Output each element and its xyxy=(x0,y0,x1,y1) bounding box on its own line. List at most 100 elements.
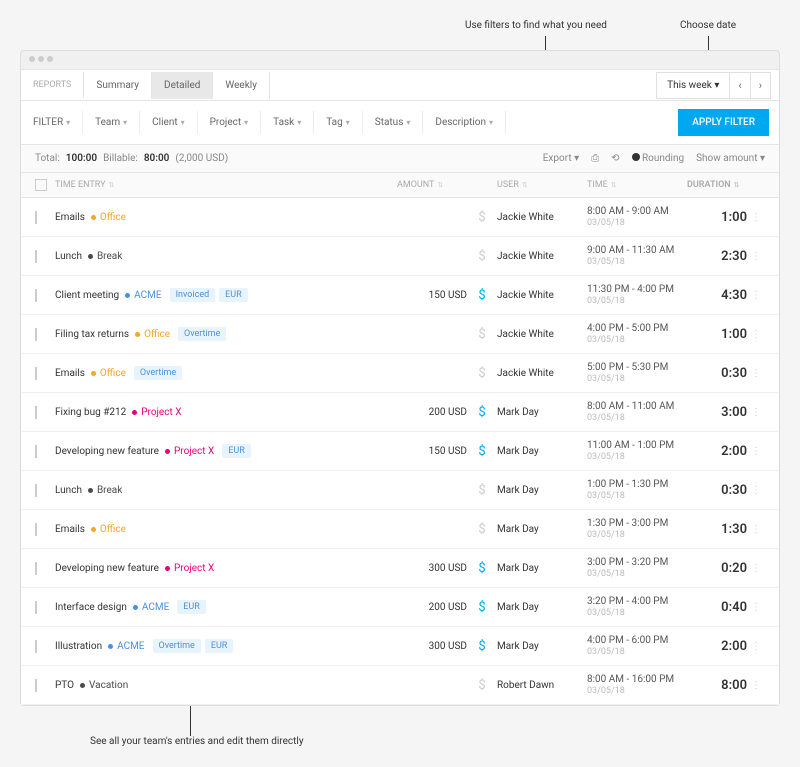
project-name[interactable]: Break xyxy=(97,485,122,496)
col-time-entry[interactable]: TIME ENTRY⇅ xyxy=(55,180,397,190)
entry-name[interactable]: Illustration xyxy=(55,641,102,652)
tab-weekly[interactable]: Weekly xyxy=(213,72,270,99)
billable-icon[interactable]: $ xyxy=(478,678,485,693)
entry-name[interactable]: Fixing bug #212 xyxy=(55,407,126,418)
entry-name[interactable]: PTO xyxy=(55,680,74,691)
project-name[interactable]: Office xyxy=(100,212,126,223)
row-menu-icon[interactable]: ⋮ xyxy=(751,212,761,223)
row-menu-icon[interactable]: ⋮ xyxy=(751,407,761,418)
badge-eur: EUR xyxy=(222,444,251,458)
billable-icon[interactable]: $ xyxy=(478,639,485,654)
row-menu-icon[interactable]: ⋮ xyxy=(751,446,761,457)
export-button[interactable]: Export ▾ xyxy=(543,153,579,164)
col-time[interactable]: TIME⇅ xyxy=(587,180,687,190)
col-amount[interactable]: AMOUNT⇅ xyxy=(397,180,467,190)
billable-icon[interactable]: $ xyxy=(478,249,485,264)
print-icon[interactable]: ⎙ xyxy=(591,153,599,164)
billable-icon[interactable]: $ xyxy=(478,366,485,381)
table-row: Developing new feature Project X 300 USD… xyxy=(21,549,779,588)
row-checkbox[interactable] xyxy=(35,523,37,536)
row-checkbox[interactable] xyxy=(35,250,37,263)
project-name[interactable]: ACME xyxy=(142,602,169,613)
billable-icon[interactable]: $ xyxy=(478,600,485,615)
billable-icon[interactable]: $ xyxy=(478,483,485,498)
billable-icon[interactable]: $ xyxy=(478,561,485,576)
filter-status[interactable]: Status▾ xyxy=(363,111,424,134)
rounding-toggle[interactable]: Rounding xyxy=(632,153,685,164)
entry-name[interactable]: Developing new feature xyxy=(55,563,159,574)
row-checkbox[interactable] xyxy=(35,640,37,653)
row-menu-icon[interactable]: ⋮ xyxy=(751,368,761,379)
close-icon[interactable] xyxy=(29,56,35,62)
project-name[interactable]: Office xyxy=(100,524,126,535)
project-bullet-icon xyxy=(108,644,113,649)
filter-task[interactable]: Task▾ xyxy=(261,111,314,134)
row-checkbox[interactable] xyxy=(35,211,37,224)
billable-icon[interactable]: $ xyxy=(478,405,485,420)
entry-name[interactable]: Interface design xyxy=(55,602,127,613)
row-checkbox[interactable] xyxy=(35,328,37,341)
tab-summary[interactable]: Summary xyxy=(84,72,152,99)
row-menu-icon[interactable]: ⋮ xyxy=(751,641,761,652)
project-name[interactable]: Break xyxy=(97,251,122,262)
show-amount-button[interactable]: Show amount ▾ xyxy=(696,153,765,164)
filter-project[interactable]: Project▾ xyxy=(198,111,262,134)
entry-name[interactable]: Emails xyxy=(55,368,85,379)
filter-client[interactable]: Client▾ xyxy=(140,111,197,134)
row-menu-icon[interactable]: ⋮ xyxy=(751,563,761,574)
filter-label[interactable]: FILTER▾ xyxy=(21,111,83,134)
apply-filter-button[interactable]: APPLY FILTER xyxy=(678,109,769,136)
project-name[interactable]: Project X xyxy=(141,407,181,418)
row-menu-icon[interactable]: ⋮ xyxy=(751,485,761,496)
entry-name[interactable]: Emails xyxy=(55,524,85,535)
prev-date-button[interactable]: ‹ xyxy=(729,73,749,98)
project-name[interactable]: Office xyxy=(100,368,126,379)
row-menu-icon[interactable]: ⋮ xyxy=(751,680,761,691)
time-range: 1:30 PM - 3:00 PM xyxy=(587,518,687,529)
date-label[interactable]: This week ▾ xyxy=(657,74,729,97)
row-checkbox[interactable] xyxy=(35,601,37,614)
minimize-icon[interactable] xyxy=(38,56,44,62)
billable-icon[interactable]: $ xyxy=(478,327,485,342)
row-menu-icon[interactable]: ⋮ xyxy=(751,524,761,535)
row-menu-icon[interactable]: ⋮ xyxy=(751,290,761,301)
col-user[interactable]: USER⇅ xyxy=(497,180,587,190)
filter-description[interactable]: Description▾ xyxy=(423,111,506,134)
project-name[interactable]: Office xyxy=(144,329,170,340)
row-checkbox[interactable] xyxy=(35,679,37,692)
billable-icon[interactable]: $ xyxy=(478,522,485,537)
billable-icon[interactable]: $ xyxy=(478,288,485,303)
project-name[interactable]: Project X xyxy=(174,563,214,574)
maximize-icon[interactable] xyxy=(47,56,53,62)
next-date-button[interactable]: › xyxy=(750,73,770,98)
entry-name[interactable]: Emails xyxy=(55,212,85,223)
tab-detailed[interactable]: Detailed xyxy=(152,72,213,99)
row-menu-icon[interactable]: ⋮ xyxy=(751,602,761,613)
row-checkbox[interactable] xyxy=(35,406,37,419)
entry-name[interactable]: Filing tax returns xyxy=(55,329,129,340)
row-checkbox[interactable] xyxy=(35,367,37,380)
row-checkbox[interactable] xyxy=(35,445,37,458)
row-menu-icon[interactable]: ⋮ xyxy=(751,251,761,262)
col-duration[interactable]: DURATION⇅ xyxy=(687,180,747,190)
entry-name[interactable]: Lunch xyxy=(55,485,82,496)
billable-icon[interactable]: $ xyxy=(478,210,485,225)
project-name[interactable]: ACME xyxy=(117,641,144,652)
row-menu-icon[interactable]: ⋮ xyxy=(751,329,761,340)
row-checkbox[interactable] xyxy=(35,562,37,575)
entry-name[interactable]: Developing new feature xyxy=(55,446,159,457)
entry-name[interactable]: Client meeting xyxy=(55,290,119,301)
project-name[interactable]: ACME xyxy=(134,290,161,301)
project-name[interactable]: Project X xyxy=(174,446,214,457)
project-bullet-icon xyxy=(88,488,93,493)
filter-team[interactable]: Team▾ xyxy=(83,111,140,134)
billable-icon[interactable]: $ xyxy=(478,444,485,459)
filter-tag[interactable]: Tag▾ xyxy=(314,111,363,134)
entry-name[interactable]: Lunch xyxy=(55,251,82,262)
row-checkbox[interactable] xyxy=(35,484,37,497)
project-name[interactable]: Vacation xyxy=(89,680,128,691)
row-checkbox[interactable] xyxy=(35,289,37,302)
share-icon[interactable]: ⟲ xyxy=(611,153,619,164)
table-row: PTO Vacation $ Robert Dawn 8:00 AM - 16:… xyxy=(21,666,779,705)
select-all-checkbox[interactable] xyxy=(35,179,47,191)
